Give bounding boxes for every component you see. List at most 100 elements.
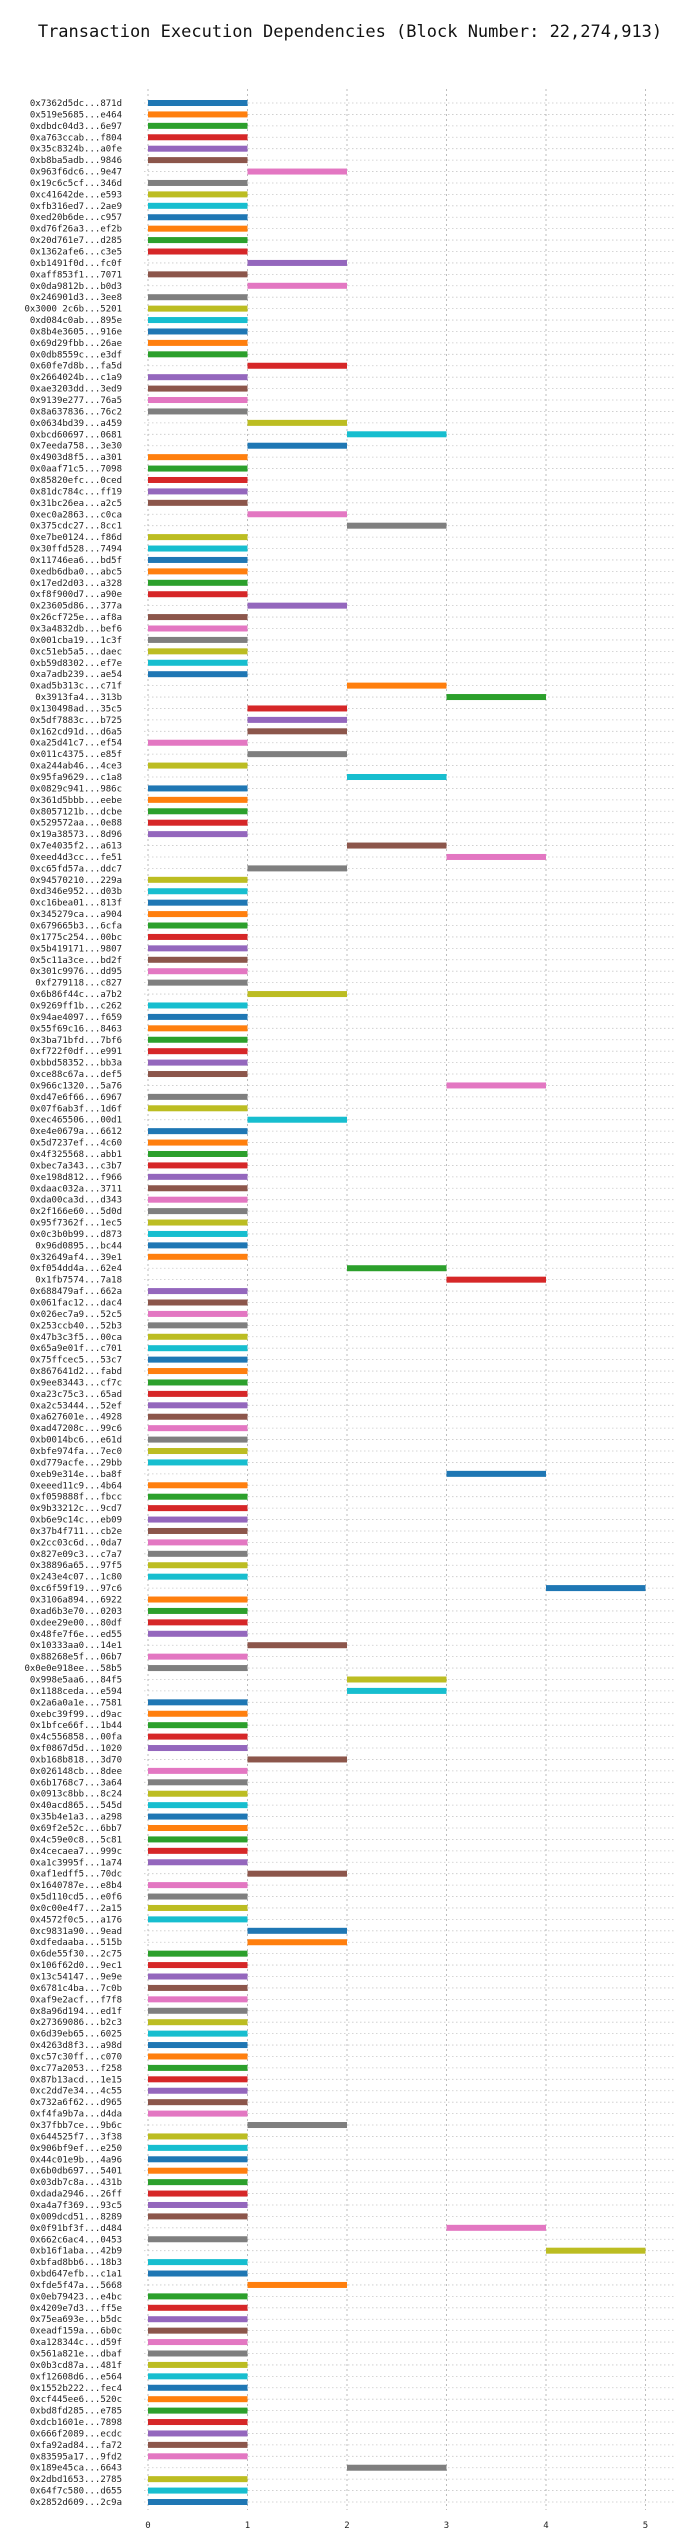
transaction-label: 0x301c9976...dd95 <box>30 967 122 977</box>
transaction-bar <box>148 1973 248 1980</box>
transaction-label: 0x30ffd528...7494 <box>30 545 122 555</box>
transaction-bar <box>148 1048 248 1055</box>
transaction-bar <box>148 351 248 358</box>
transaction-bar <box>247 865 347 872</box>
transaction-label: 0x87b13acd...1e15 <box>30 2075 122 2085</box>
transaction-bar <box>148 945 248 952</box>
transaction-label: 0x11746ea6...bd5f <box>30 556 122 566</box>
transaction-label: 0xeb9e314e...ba8f <box>30 1470 122 1480</box>
transaction-label: 0x95fa9629...c1a8 <box>30 773 122 783</box>
transaction-label: 0xbd8fd285...e785 <box>30 2407 122 2417</box>
transaction-label: 0x130498ad...35c5 <box>30 704 122 714</box>
transaction-bar <box>148 1745 248 1752</box>
transaction-label: 0x4c59e0c8...5c81 <box>30 1835 122 1845</box>
transaction-label: 0x345279ca...a904 <box>30 910 122 920</box>
transaction-label: 0x8a96d194...ed1f <box>30 2007 122 2017</box>
transaction-bar <box>148 2384 248 2391</box>
transaction-label: 0xf0867d5d...1020 <box>30 1744 122 1754</box>
transaction-bar <box>148 2304 248 2311</box>
transaction-bar <box>148 671 248 678</box>
transaction-label: 0x011c4375...e85f <box>30 750 122 760</box>
transaction-bar <box>148 1619 248 1626</box>
transaction-label: 0x8b4e3605...916e <box>30 327 122 337</box>
transaction-bar <box>148 476 248 483</box>
transaction-bar <box>148 1185 248 1192</box>
transaction-bar <box>148 100 248 106</box>
x-tick-label: 1 <box>245 2521 250 2531</box>
transaction-label: 0xda00ca3d...d343 <box>30 1196 122 1206</box>
transaction-bar <box>148 214 248 221</box>
transaction-label: 0x3000 2c6b...5201 <box>24 305 122 315</box>
transaction-bar <box>247 602 347 609</box>
transaction-label: 0x60fe7d8b...fa5d <box>30 362 122 372</box>
transaction-bar <box>148 545 248 552</box>
transaction-label: 0xe198d812...f966 <box>30 1173 122 1183</box>
transaction-bar <box>148 2339 248 2346</box>
transaction-bar <box>247 991 347 998</box>
transaction-label: 0xa25d41c7...ef54 <box>30 739 122 749</box>
transaction-label: 0x3a4832db...bef6 <box>30 624 122 634</box>
transaction-label: 0x4f325568...abb1 <box>30 1150 122 1160</box>
transaction-bar <box>247 716 347 723</box>
transaction-bar <box>148 1390 248 1397</box>
transaction-bar <box>148 1128 248 1135</box>
transaction-label: 0x94570210...229a <box>30 876 122 886</box>
transaction-label: 0x4903d8f5...a301 <box>30 453 122 463</box>
transaction-bar <box>148 1288 248 1295</box>
transaction-label: 0xa627601e...4928 <box>30 1413 122 1423</box>
transaction-label: 0xaf9e2acf...f7f8 <box>30 1995 122 2005</box>
transaction-bar <box>148 739 248 746</box>
transaction-label: 0x4263d8f3...a98d <box>30 2041 122 2051</box>
transaction-label: 0x906bf9ef...e250 <box>30 2144 122 2154</box>
transaction-label: 0x48fe7f6e...ed55 <box>30 1630 122 1640</box>
transaction-label: 0x94ae4097...f659 <box>30 1013 122 1023</box>
transaction-label: 0xa2c53444...52ef <box>30 1401 122 1411</box>
transaction-label: 0x85820efc...0ced <box>30 476 122 486</box>
transaction-bar <box>148 1665 248 1672</box>
transaction-bar <box>148 1505 248 1512</box>
transaction-bar <box>148 1962 248 1969</box>
transaction-bar <box>148 1299 248 1306</box>
transaction-label: 0x375cdc27...8cc1 <box>30 522 122 532</box>
transaction-bar <box>247 362 347 369</box>
transaction-label: 0x9ee83443...cf7c <box>30 1378 122 1388</box>
transaction-label: 0x867641d2...fabd <box>30 1367 122 1377</box>
transaction-label: 0x0913c8bb...8c24 <box>30 1790 122 1800</box>
transaction-bar <box>148 1071 248 1078</box>
transaction-bar <box>148 1767 248 1774</box>
transaction-bar <box>148 1710 248 1717</box>
transaction-bar <box>247 282 347 289</box>
transaction-label: 0x5df7883c...b725 <box>30 716 122 726</box>
transaction-bar <box>148 2396 248 2403</box>
transaction-label: 0x95f7362f...1ec5 <box>30 1219 122 1229</box>
transaction-bar <box>148 1699 248 1706</box>
transaction-bar <box>247 2122 347 2129</box>
transaction-bar <box>148 1733 248 1740</box>
transaction-bar <box>148 922 248 929</box>
transaction-bar <box>148 2019 248 2026</box>
transaction-bar <box>148 796 248 803</box>
transaction-bar <box>148 659 248 666</box>
transaction-label: 0x96d0895...bc44 <box>35 1241 122 1251</box>
transaction-label: 0xaff853f1...7071 <box>30 270 122 280</box>
transaction-label: 0x001cba19...1c3f <box>30 636 122 646</box>
transaction-bar <box>546 1585 646 1592</box>
transaction-bar <box>148 122 248 129</box>
transaction-label: 0x6d39eb65...6025 <box>30 2030 122 2040</box>
transaction-bar <box>148 1630 248 1637</box>
transaction-label: 0xd76f26a3...ef2b <box>30 225 122 235</box>
transaction-label: 0x35b4e1a3...a298 <box>30 1813 122 1823</box>
transaction-label: 0xdcb1601e...7898 <box>30 2418 122 2428</box>
transaction-label: 0x0aaf71c5...7098 <box>30 465 122 475</box>
transaction-label: 0x81dc784c...ff19 <box>30 487 122 497</box>
transaction-label: 0x5b419171...9807 <box>30 944 122 954</box>
transaction-label: 0xa128344c...d59f <box>30 2338 122 2348</box>
transaction-label: 0x026148cb...8dee <box>30 1767 122 1777</box>
transaction-bar <box>148 1984 248 1991</box>
transaction-bar <box>148 1173 248 1180</box>
transaction-label: 0x10333aa0...14e1 <box>30 1641 122 1651</box>
transaction-bar <box>148 1013 248 1020</box>
transaction-bar <box>148 2316 248 2323</box>
transaction-label: 0xad6b3e70...0203 <box>30 1607 122 1617</box>
transaction-bar <box>148 568 248 575</box>
